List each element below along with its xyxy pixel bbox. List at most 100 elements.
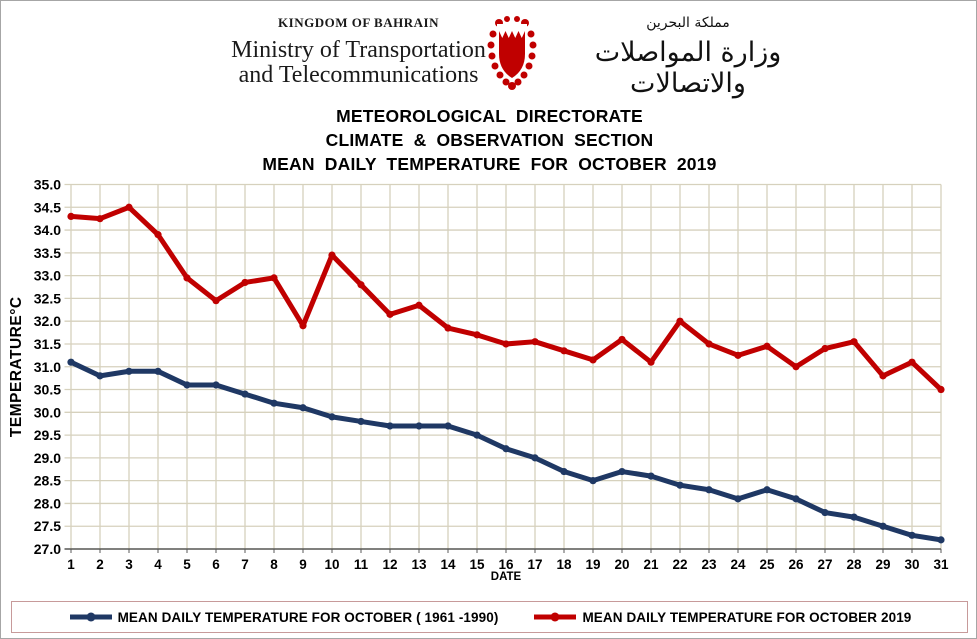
line-marker-icon-2019	[534, 612, 577, 622]
legend-label-2019: MEAN DAILY TEMPERATURE FOR OCTOBER 2019	[582, 609, 912, 625]
data-point-marker	[618, 335, 626, 344]
data-point-marker	[792, 363, 800, 371]
x-tick-label: 10	[324, 557, 339, 572]
data-point-marker	[473, 431, 481, 439]
data-point-marker	[154, 367, 162, 375]
data-point-marker	[879, 522, 887, 530]
x-tick-label: 14	[440, 557, 456, 572]
data-point-marker	[560, 467, 568, 476]
x-tick-label: 29	[875, 557, 890, 572]
data-point-marker	[531, 338, 539, 346]
y-tick-label: 29.0	[34, 450, 61, 466]
y-tick-label: 28.0	[34, 495, 61, 511]
data-point-marker	[937, 536, 945, 544]
temperature-line-chart: 35.0 34.5 34.0 33.5 33.0 32.5 32.0 31.5 31.0 30.5…	[8, 177, 949, 584]
legend-item-normal: MEAN DAILY TEMPERATURE FOR OCTOBER ( 196…	[68, 610, 499, 625]
x-tick-label: 5	[183, 557, 191, 572]
y-tick-label: 31.5	[34, 336, 61, 352]
data-point-marker	[560, 347, 568, 355]
data-point-marker	[531, 454, 539, 462]
x-tick-label: 11	[354, 557, 369, 572]
y-tick-label: 30.5	[34, 382, 61, 398]
x-tick-label: 2	[96, 557, 104, 572]
y-tick-label: 30.0	[34, 404, 61, 420]
data-point-marker	[67, 358, 75, 366]
x-tick-label: 17	[527, 557, 542, 572]
y-tick-label: 33.5	[34, 245, 61, 261]
y-tick-label: 32.5	[34, 290, 61, 306]
data-point-marker	[444, 422, 452, 430]
legend-label-normal: MEAN DAILY TEMPERATURE FOR OCTOBER ( 196…	[117, 609, 499, 625]
x-tick-label: 7	[241, 557, 249, 572]
y-tick-label: 34.5	[34, 199, 61, 215]
data-point-marker	[270, 399, 278, 407]
data-point-marker	[386, 310, 394, 318]
data-point-marker	[705, 486, 713, 494]
chart-legend: MEAN DAILY TEMPERATURE FOR OCTOBER ( 196…	[11, 601, 968, 633]
x-tick-label: 21	[643, 557, 659, 572]
x-tick-label: 22	[672, 557, 687, 572]
data-point-marker	[647, 358, 655, 366]
y-tick-label: 34.0	[34, 222, 61, 238]
data-point-marker	[502, 340, 510, 348]
x-tick-label: 28	[846, 557, 862, 572]
title-chart: MEAN DAILY TEMPERATURE FOR OCTOBER 2019	[262, 154, 717, 174]
arabic-ministry-label: وزارة المواصلات والاتصالات	[594, 37, 782, 99]
header-english-block: KINGDOM OF BAHRAIN Ministry of Transport…	[226, 15, 491, 88]
y-tick-label: 27.0	[34, 541, 61, 557]
data-point-marker	[850, 338, 858, 346]
data-point-marker	[908, 358, 916, 366]
data-point-marker	[125, 203, 133, 211]
title-directorate: METEOROLOGICAL DIRECTORATE	[336, 106, 643, 126]
data-point-marker	[270, 274, 278, 282]
arabic-kingdom-label: مملكة البحرين	[646, 15, 730, 31]
data-point-marker	[67, 212, 75, 220]
data-point-marker	[357, 417, 365, 426]
data-point-marker	[589, 477, 597, 485]
data-point-marker	[734, 495, 742, 503]
y-tick-label: 27.5	[34, 518, 61, 534]
line-marker-icon-normal	[69, 612, 112, 622]
data-point-marker	[415, 301, 423, 309]
data-point-marker	[589, 356, 597, 364]
data-point-marker	[386, 422, 394, 430]
header-arabic-block: مملكة البحرين وزارة المواصلات والاتصالات	[543, 15, 833, 99]
data-point-marker	[328, 251, 336, 259]
data-point-marker	[241, 278, 249, 287]
data-point-marker	[357, 281, 365, 289]
chart-area: 35.0 34.5 34.0 33.5 33.0 32.5 32.0 31.5 31.0 30.5…	[1, 176, 976, 591]
data-point-marker	[821, 344, 829, 353]
data-point-marker	[502, 445, 510, 453]
x-tick-label: 13	[411, 557, 427, 572]
data-point-marker	[415, 422, 423, 430]
data-point-marker	[96, 215, 104, 223]
x-tick-label: 24	[730, 557, 746, 572]
title-section: CLIMATE & OBSERVATION SECTION	[325, 130, 654, 150]
data-point-marker	[444, 324, 452, 332]
y-tick-label: 28.5	[34, 473, 61, 489]
x-tick-label: 1	[67, 557, 75, 572]
data-point-marker	[241, 390, 249, 398]
x-tick-label: 31	[933, 557, 949, 572]
x-tick-label: 6	[212, 557, 220, 572]
data-point-marker	[618, 467, 626, 476]
x-tick-label: 9	[299, 557, 307, 572]
data-point-marker	[473, 331, 481, 339]
bahrain-coat-of-arms-icon	[487, 16, 537, 90]
x-tick-label: 20	[614, 557, 629, 572]
data-point-marker	[908, 531, 916, 539]
data-point-marker	[183, 381, 191, 389]
data-point-marker	[212, 381, 220, 389]
y-tick-label: 31.0	[34, 359, 61, 375]
x-tick-label: 15	[469, 557, 485, 572]
x-tick-label: 4	[154, 557, 162, 572]
ministry-name-line1: Ministry of Transportation	[231, 37, 486, 63]
legend-item-2019: MEAN DAILY TEMPERATURE FOR OCTOBER 2019	[532, 610, 911, 625]
data-point-marker	[125, 367, 133, 375]
x-tick-label: 30	[904, 557, 919, 572]
data-point-marker	[937, 385, 945, 394]
data-point-marker	[299, 322, 307, 330]
data-point-marker	[879, 372, 887, 380]
data-point-marker	[763, 342, 771, 350]
